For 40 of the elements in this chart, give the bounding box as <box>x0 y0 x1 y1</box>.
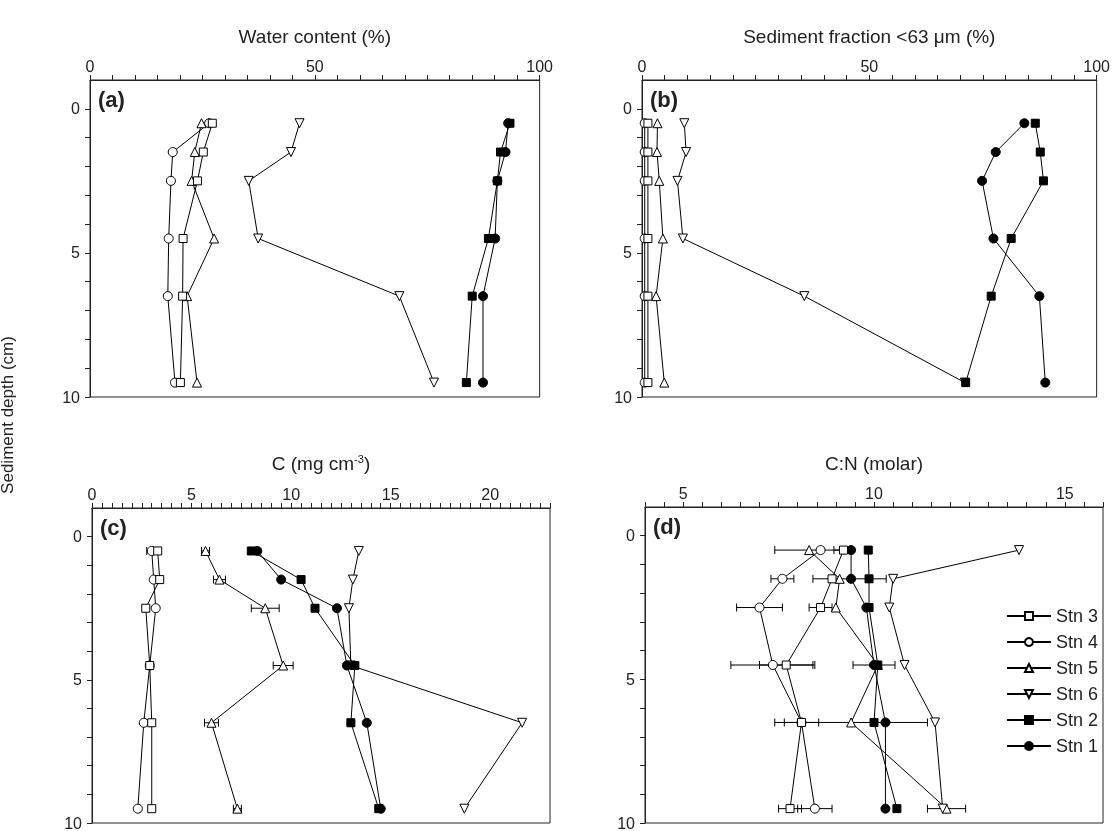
legend-label: Stn 2 <box>1055 710 1098 730</box>
x-tick-label: 10 <box>865 484 883 502</box>
y-tick-label: 0 <box>71 100 81 118</box>
y-tick-label: 10 <box>62 388 81 406</box>
x-tick-label: 50 <box>305 57 324 75</box>
x-tick-label: 0 <box>87 485 97 503</box>
legend-label: Stn 6 <box>1055 684 1098 704</box>
x-axis-title: Water content (%) <box>238 26 392 47</box>
annotation: (d) <box>653 513 682 539</box>
x-tick-label: 100 <box>526 57 554 75</box>
x-tick-label: 15 <box>381 485 400 503</box>
x-axis-title: C:N (molar) <box>824 453 924 474</box>
x-tick-label: 5 <box>678 484 688 502</box>
y-tick-label: 0 <box>623 100 633 118</box>
legend-label: Stn 5 <box>1055 658 1098 678</box>
x-tick-label: 0 <box>637 57 647 75</box>
y-tick-label: 5 <box>623 244 633 262</box>
x-tick-label: 20 <box>481 485 500 503</box>
x-tick-label: 0 <box>85 57 95 75</box>
x-tick-label: 15 <box>1055 484 1074 502</box>
y-tick-label: 5 <box>71 244 81 262</box>
y-tick-label: 0 <box>626 527 636 545</box>
annotation: (a) <box>98 86 125 112</box>
y-tick-label: 0 <box>73 528 83 546</box>
y-tick-label: 5 <box>626 670 636 688</box>
legend-label: Stn 4 <box>1055 632 1098 652</box>
x-tick-label: 100 <box>1083 57 1111 75</box>
x-tick-label: 50 <box>860 57 879 75</box>
y-tick-label: 10 <box>617 814 636 831</box>
legend-label: Stn 3 <box>1055 606 1098 626</box>
x-tick-label: 5 <box>187 485 197 503</box>
annotation: (b) <box>650 86 679 112</box>
x-tick-label: 10 <box>282 485 301 503</box>
y-tick-label: 10 <box>614 388 633 406</box>
annotation: (c) <box>100 514 127 540</box>
y-tick-label: 5 <box>73 671 83 689</box>
legend-label: Stn 1 <box>1055 736 1098 756</box>
x-axis-title: Sediment fraction <63 μm (%) <box>743 26 996 47</box>
y-tick-label: 10 <box>64 814 83 831</box>
y-axis-title: Sediment depth (cm) <box>0 336 18 494</box>
